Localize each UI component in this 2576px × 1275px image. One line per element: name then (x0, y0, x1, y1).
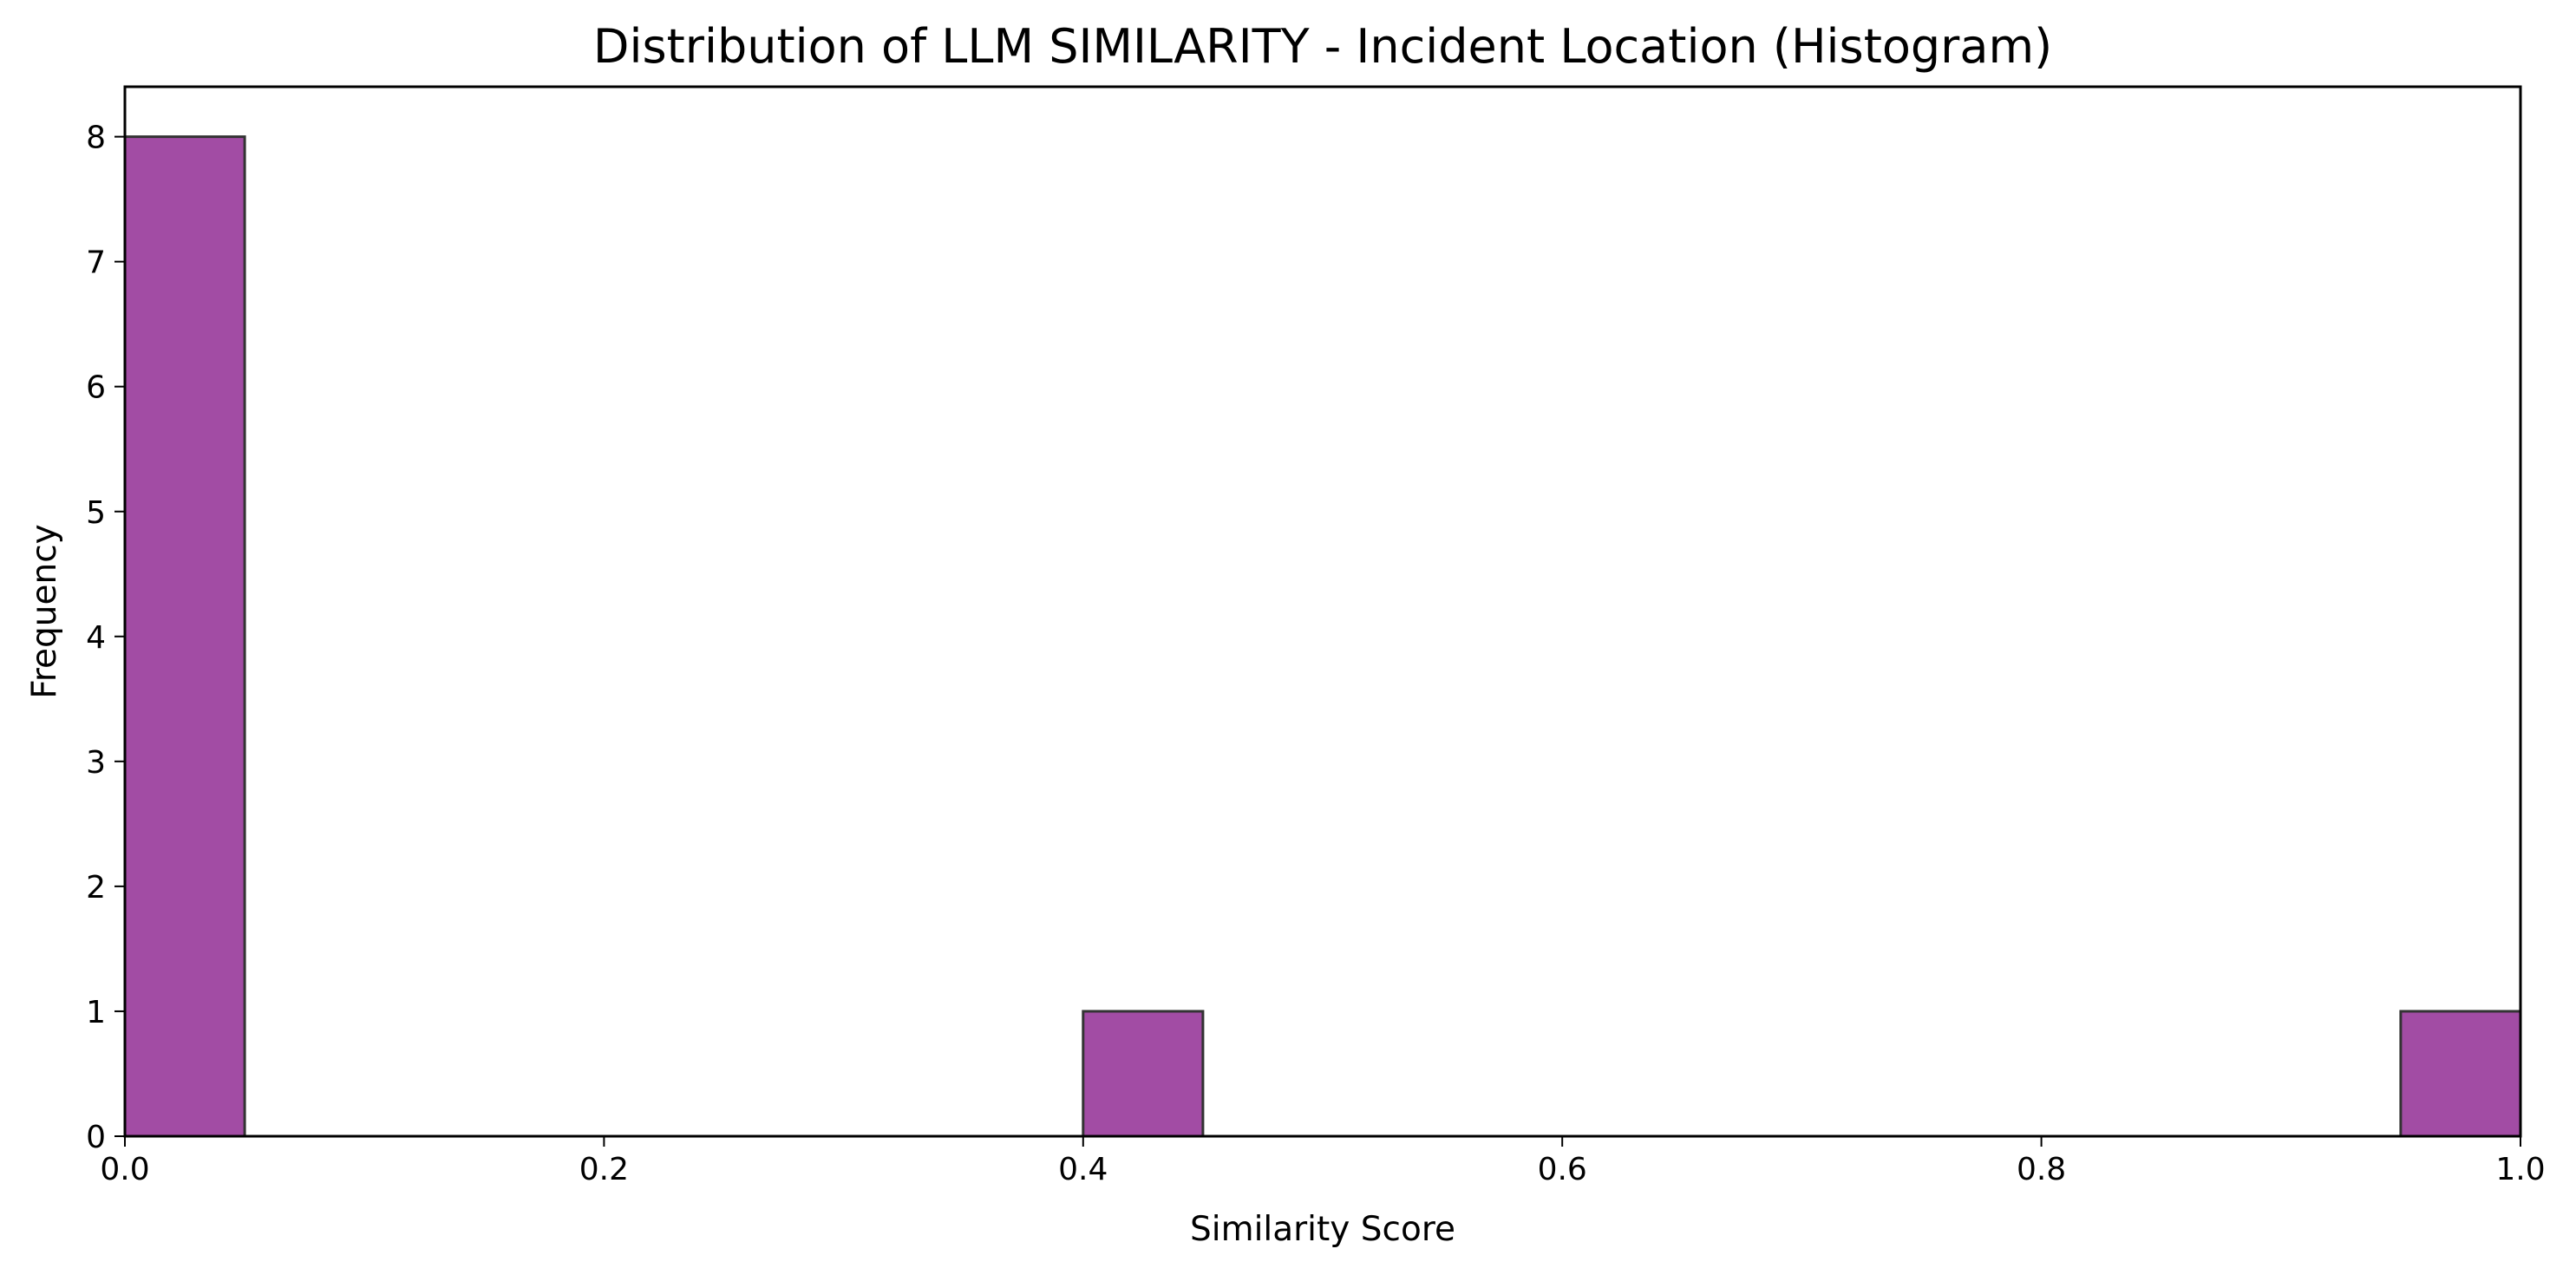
plot-frame (123, 85, 2522, 1138)
x-tick-label: 0.2 (579, 1152, 629, 1187)
y-tick-label: 7 (86, 245, 106, 281)
y-tick-label: 1 (86, 995, 106, 1030)
y-axis-label: Frequency (25, 524, 64, 698)
histogram-bar-0 (123, 135, 246, 1138)
y-tick-label: 3 (86, 745, 106, 781)
x-tick-label: 0.4 (1058, 1152, 1108, 1187)
y-axis: 0 1 2 3 4 5 6 7 8 (86, 121, 125, 1155)
y-tick-label: 8 (86, 121, 106, 156)
x-axis: 0.0 0.2 0.4 0.6 0.8 1.0 (100, 1136, 2546, 1187)
histogram-bar-19 (2399, 1010, 2522, 1138)
chart-title: Distribution of LLM SIMILARITY - Inciden… (593, 19, 2052, 74)
bars-group (123, 135, 2522, 1138)
x-tick-label: 1.0 (2495, 1152, 2545, 1187)
x-tick-label: 0.6 (1538, 1152, 1587, 1187)
x-axis-label: Similarity Score (1190, 1210, 1455, 1249)
x-tick-label: 0.0 (100, 1152, 149, 1187)
y-tick-label: 0 (86, 1120, 106, 1155)
y-tick-label: 4 (86, 620, 106, 656)
y-tick-label: 6 (86, 370, 106, 406)
y-tick-label: 2 (86, 870, 106, 906)
x-tick-label: 0.8 (2017, 1152, 2066, 1187)
histogram-bar-8 (1082, 1010, 1205, 1138)
y-tick-label: 5 (86, 495, 106, 531)
